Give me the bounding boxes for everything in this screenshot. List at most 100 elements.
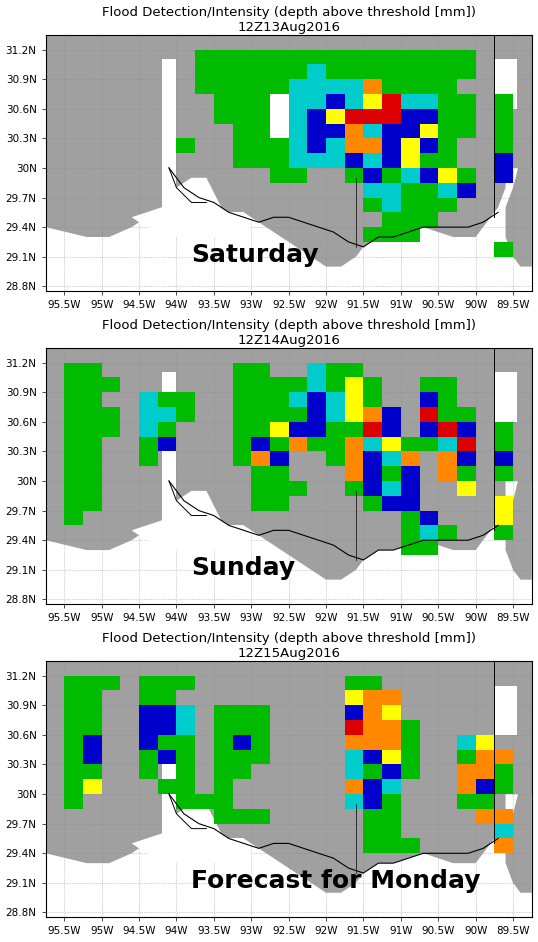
Bar [139,392,158,407]
Bar [326,123,345,138]
Bar [345,123,364,138]
Bar [64,378,83,392]
Bar [420,154,438,168]
Bar [364,422,382,436]
Bar [382,451,401,466]
Bar [364,168,382,183]
Bar [214,809,232,823]
Bar [251,466,270,481]
Bar [64,794,83,809]
Bar [382,422,401,436]
Bar [401,495,420,511]
Bar [374,804,390,883]
Bar [401,138,420,154]
Bar [64,675,83,690]
Bar [494,511,513,526]
Bar [476,511,498,570]
Bar [251,407,270,422]
Bar [345,64,364,79]
Bar [244,481,266,521]
Bar [345,378,364,392]
Bar [176,392,195,407]
Bar [270,422,289,436]
Bar [494,809,513,823]
Bar [364,79,382,94]
Bar [232,79,251,94]
Bar [382,750,401,765]
Bar [232,407,251,422]
Bar [494,94,513,108]
Bar [158,422,176,436]
Bar [382,809,401,823]
Bar [494,495,513,511]
Bar [139,750,158,765]
Bar [158,407,176,422]
Bar [345,735,364,750]
Bar [270,64,289,79]
Bar [401,838,420,853]
Bar [289,123,307,138]
Bar [420,108,438,123]
Bar [401,94,420,108]
Bar [364,794,382,809]
Bar [382,765,401,779]
Bar [349,407,374,555]
Bar [232,706,251,720]
Bar [83,690,102,706]
Bar [232,123,251,138]
Bar [232,154,251,168]
Bar [289,422,307,436]
Bar [83,706,102,720]
Bar [195,79,214,94]
Bar [438,466,457,481]
Bar [382,436,401,451]
Polygon shape [46,661,176,863]
Bar [382,735,401,750]
Bar [345,436,364,451]
Bar [438,64,457,79]
Bar [232,50,251,64]
Bar [438,422,457,436]
Bar [289,79,307,94]
Bar [438,79,457,94]
Bar [64,779,83,794]
Bar [46,212,532,291]
Bar [401,79,420,94]
Bar [270,108,289,123]
Bar [349,720,374,869]
Bar [251,735,270,750]
Bar [364,64,382,79]
Bar [382,466,401,481]
Bar [382,779,401,794]
Bar [326,407,345,422]
Bar [326,154,345,168]
Bar [494,168,513,183]
Bar [476,750,494,765]
Bar [494,59,517,108]
Bar [83,407,102,422]
Bar [139,436,158,451]
Bar [345,50,364,64]
Bar [345,765,364,779]
Bar [158,436,176,451]
Bar [457,750,476,765]
Bar [438,378,457,392]
Bar [139,451,158,466]
Bar [364,378,382,392]
Bar [102,675,121,690]
Bar [270,407,289,422]
Bar [382,720,401,735]
Bar [345,422,364,436]
Bar [364,495,382,511]
Bar [494,823,513,838]
Bar [326,138,345,154]
Bar [176,675,195,690]
Bar [420,50,438,64]
Bar [176,750,195,765]
Bar [326,64,345,79]
Bar [438,50,457,64]
Bar [289,436,307,451]
Bar [102,422,121,436]
Bar [457,779,476,794]
Bar [232,94,251,108]
